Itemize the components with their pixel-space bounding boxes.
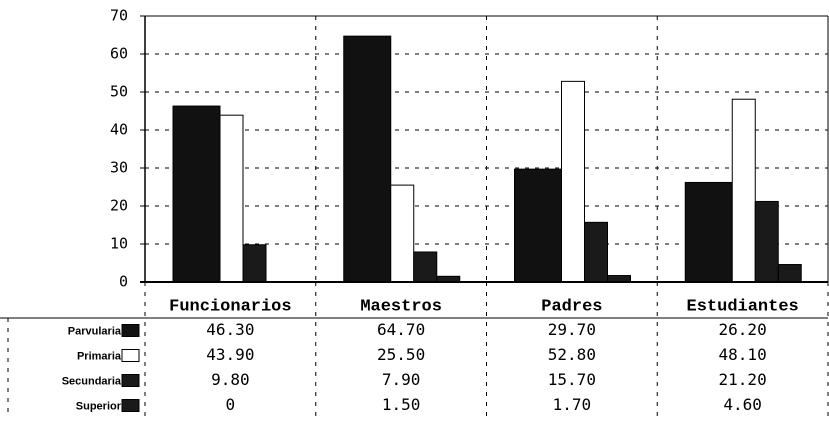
bar [242, 244, 267, 283]
bar [731, 98, 756, 283]
legend-swatch [121, 399, 140, 412]
data-label: 29.70 [548, 320, 596, 339]
data-label: 1.50 [382, 395, 421, 414]
data-label: 48.10 [719, 345, 767, 364]
data-label: 26.20 [719, 320, 767, 339]
bar [684, 181, 733, 283]
bar [561, 80, 585, 283]
legend-swatch [121, 324, 140, 337]
legend-swatch [121, 374, 140, 387]
legend-label: Secundaria [62, 375, 122, 387]
x-tick-label: Maestros [360, 297, 442, 316]
data-label: 15.70 [548, 370, 596, 389]
data-label: 64.70 [377, 320, 425, 339]
x-tick-label: Estudiantes [687, 297, 799, 316]
y-tick-label: 40 [110, 121, 128, 139]
data-label: 43.90 [206, 345, 254, 364]
legend-swatch [121, 349, 140, 362]
y-tick-label: 70 [110, 7, 128, 25]
y-tick-label: 10 [110, 235, 128, 253]
bar [172, 105, 221, 283]
bar [343, 35, 392, 283]
data-label: 52.80 [548, 345, 596, 364]
data-label: 46.30 [206, 320, 254, 339]
bar [777, 264, 802, 283]
bar [584, 221, 608, 283]
bar [754, 200, 779, 283]
data-label: 25.50 [377, 345, 425, 364]
data-label: 4.60 [723, 395, 762, 414]
legend-label: Primaria [77, 350, 122, 362]
bar [390, 184, 415, 283]
data-label: 9.80 [211, 370, 250, 389]
data-label: 1.70 [553, 395, 592, 414]
bar [514, 168, 562, 283]
legend-label: Superior [76, 400, 122, 412]
y-tick-label: 60 [110, 45, 128, 63]
y-tick-label: 30 [110, 159, 128, 177]
bar [413, 251, 438, 283]
x-tick-label: Funcionarios [169, 297, 291, 316]
bar [219, 114, 244, 283]
x-tick-label: Padres [541, 297, 602, 316]
data-label: 21.20 [719, 370, 767, 389]
data-label: 7.90 [382, 370, 421, 389]
y-tick-label: 50 [110, 83, 128, 101]
y-tick-label: 20 [110, 197, 128, 215]
legend-label: Parvularia [68, 325, 122, 337]
data-label: 0 [226, 395, 236, 414]
y-tick-label: 0 [119, 273, 128, 291]
